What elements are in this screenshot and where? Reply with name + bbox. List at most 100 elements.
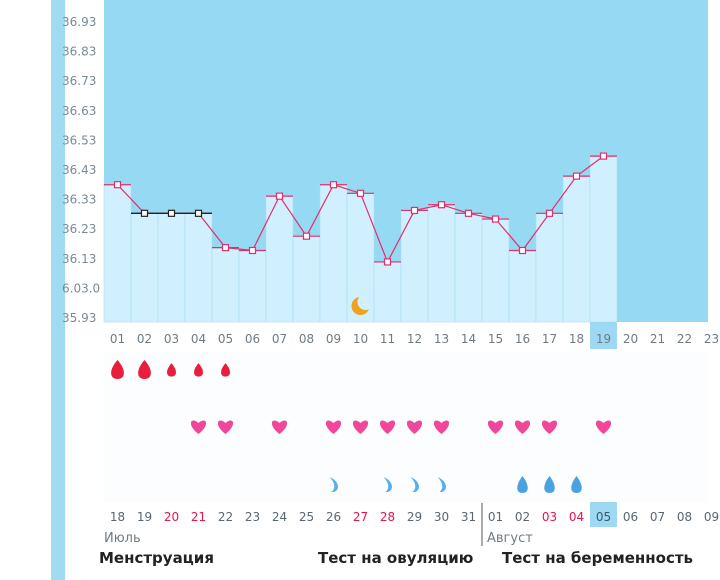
calendar-date-label: 09 xyxy=(704,510,719,524)
calendar-date-label: 03 xyxy=(542,510,557,524)
ovulation-drop-icon xyxy=(329,477,338,493)
calendar-date-label: 25 xyxy=(299,510,314,524)
legend-ovulation-test: Тест на овуляцию xyxy=(318,549,474,567)
temp-bar xyxy=(211,247,240,323)
temp-bar xyxy=(427,204,456,323)
calendar-date-label: 08 xyxy=(677,510,692,524)
temp-bar xyxy=(535,213,564,323)
legend-pregnancy-test: Тест на беременность xyxy=(502,549,694,567)
temp-bar xyxy=(454,213,483,323)
legend-menstruation: Менструация xyxy=(99,549,214,567)
cycle-day-label: 17 xyxy=(542,332,557,346)
pregnancy-drop-icon xyxy=(571,476,582,493)
cycle-day-label: 08 xyxy=(299,332,314,346)
calendar-date-label: 18 xyxy=(110,510,125,524)
temp-point xyxy=(140,209,149,217)
temp-bar xyxy=(184,213,213,323)
y-tick-label: 36.63 xyxy=(62,104,96,118)
temp-point xyxy=(437,201,446,209)
ovulation-drop-icon xyxy=(410,477,419,493)
cycle-day-label: 14 xyxy=(461,332,476,346)
cycle-day-label: 07 xyxy=(272,332,287,346)
temp-point xyxy=(302,232,311,240)
y-tick-label: 35.93 xyxy=(62,311,96,325)
temp-bar xyxy=(562,175,591,323)
calendar-date-label: 21 xyxy=(191,510,206,524)
calendar-date-label: 07 xyxy=(650,510,665,524)
y-tick-label: 6.03.0 xyxy=(62,281,100,295)
cycle-day-label: 04 xyxy=(191,332,206,346)
y-tick-label: 36.13 xyxy=(62,252,96,266)
temp-point xyxy=(572,172,581,180)
calendar-date-label: 29 xyxy=(407,510,422,524)
heart-icon xyxy=(271,420,288,434)
cycle-day-label: 13 xyxy=(434,332,449,346)
y-tick-label: 36.43 xyxy=(62,163,96,177)
calendar-date-label: 30 xyxy=(434,510,449,524)
cycle-day-label: 03 xyxy=(164,332,179,346)
temp-point xyxy=(599,152,608,160)
heart-icon xyxy=(514,420,531,434)
cycle-day-label: 18 xyxy=(569,332,584,346)
right-edge-strip xyxy=(708,0,720,580)
moon-icon-cut xyxy=(357,294,374,310)
heart-icon xyxy=(406,420,423,434)
calendar-date-label: 19 xyxy=(137,510,152,524)
calendar-date-label: 23 xyxy=(245,510,260,524)
heart-icon xyxy=(433,420,450,434)
month-label-august: Август xyxy=(487,531,533,546)
cycle-day-label: 12 xyxy=(407,332,422,346)
blood-drop-icon xyxy=(167,363,176,377)
y-tick-label: 36.83 xyxy=(62,45,96,59)
calendar-date-label: 20 xyxy=(164,510,179,524)
cycle-day-label: 01 xyxy=(110,332,125,346)
temp-point xyxy=(221,244,230,252)
today-highlight xyxy=(590,502,617,527)
blood-drop-icon xyxy=(194,363,203,377)
temp-point xyxy=(167,209,176,217)
temp-point xyxy=(275,192,284,200)
pregnancy-drop-icon xyxy=(517,476,528,493)
cycle-day-label: 22 xyxy=(677,332,692,346)
heart-icon xyxy=(190,420,207,434)
cycle-day-label: 21 xyxy=(650,332,665,346)
calendar-date-label: 06 xyxy=(623,510,638,524)
temp-bar xyxy=(130,213,159,323)
cycle-day-label: 16 xyxy=(515,332,530,346)
cycle-day-label: 23 xyxy=(704,332,719,346)
day-highlight xyxy=(590,322,617,349)
blood-drop-icon xyxy=(138,360,151,379)
pregnancy-drop-icon xyxy=(544,476,555,493)
heart-icon xyxy=(541,420,558,434)
cycle-day-label: 20 xyxy=(623,332,638,346)
heart-icon xyxy=(379,420,396,434)
calendar-date-label: 26 xyxy=(326,510,341,524)
temp-bar xyxy=(319,184,348,323)
temp-bar xyxy=(157,213,186,323)
blood-drop-icon xyxy=(111,360,124,379)
ovulation-drop-icon xyxy=(437,477,446,493)
cycle-day-label: 09 xyxy=(326,332,341,346)
temp-bar xyxy=(373,261,402,323)
temp-point xyxy=(329,181,338,189)
heart-icon xyxy=(352,420,369,434)
calendar-date-label: 27 xyxy=(353,510,368,524)
temp-point xyxy=(491,215,500,223)
temp-point xyxy=(113,181,122,189)
calendar-date-label: 28 xyxy=(380,510,395,524)
cycle-day-label: 02 xyxy=(137,332,152,346)
cycle-day-label: 05 xyxy=(218,332,233,346)
temp-point xyxy=(545,209,554,217)
temp-bar xyxy=(103,184,132,323)
calendar-date-label: 24 xyxy=(272,510,287,524)
y-tick-label: 36.23 xyxy=(62,222,96,236)
temp-bar xyxy=(589,155,618,323)
cycle-day-label: 15 xyxy=(488,332,503,346)
calendar-date-label: 05 xyxy=(596,510,611,524)
y-tick-label: 36.53 xyxy=(62,133,96,147)
cycle-day-label: 10 xyxy=(353,332,368,346)
heart-icon xyxy=(217,420,234,434)
temp-point xyxy=(464,209,473,217)
calendar-date-label: 22 xyxy=(218,510,233,524)
heart-icon xyxy=(595,420,612,434)
